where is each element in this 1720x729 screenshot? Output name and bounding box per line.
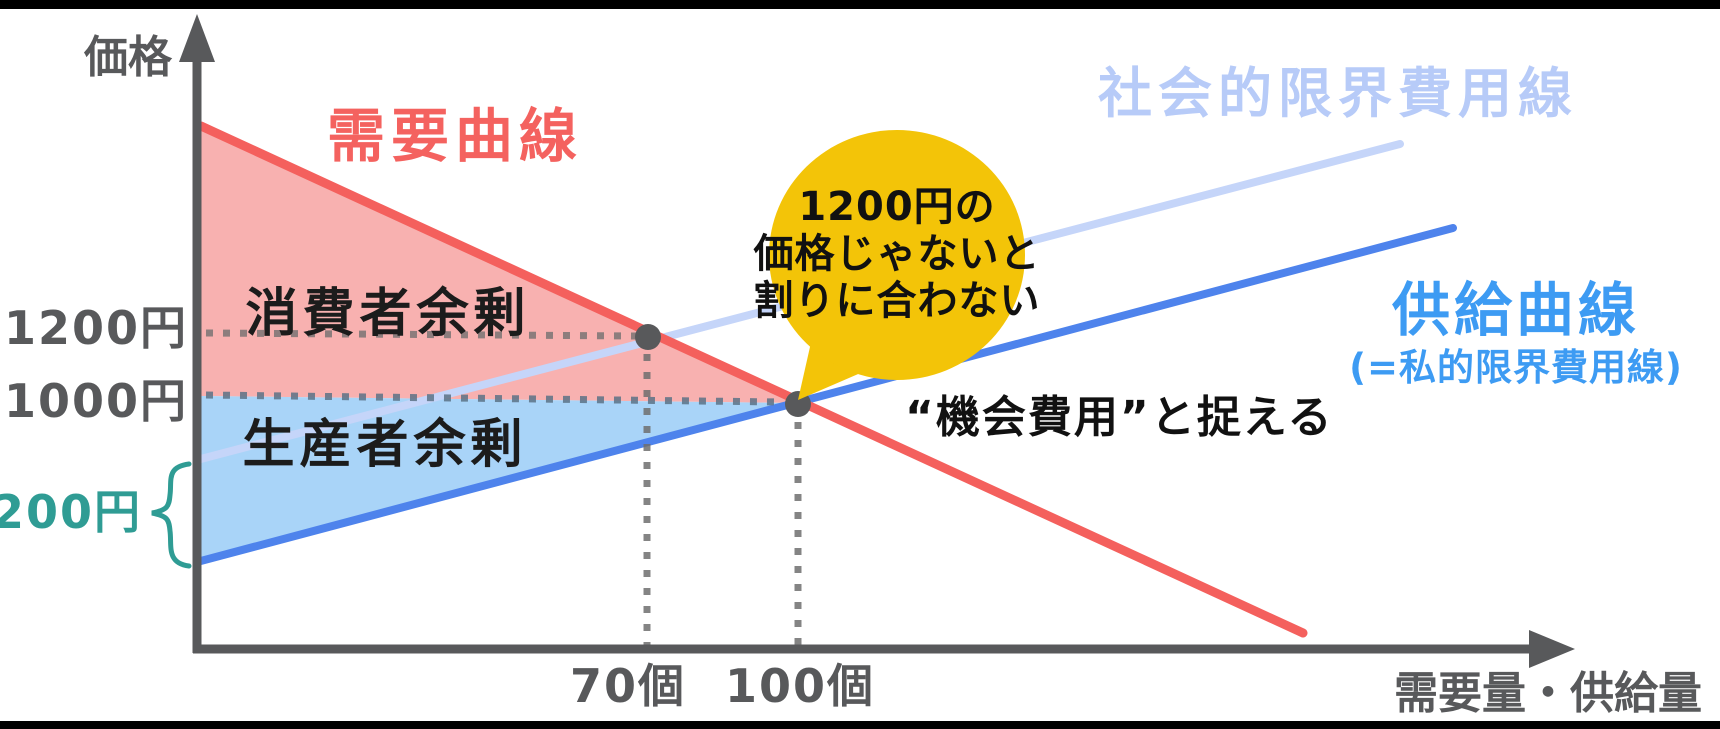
quantity-70-label: 70個 [570, 659, 686, 713]
speech-bubble-line-2: 価格じゃないと [753, 231, 1041, 277]
quantity-100-label: 100個 [725, 659, 875, 713]
top-letterbox-bar [0, 0, 1720, 9]
speech-bubble-line-1: 1200円の [798, 184, 995, 230]
price-1000-label: 1000円 [4, 374, 188, 428]
supply-curve-label: 供給曲線 [1391, 276, 1640, 344]
opportunity-cost-annotation: “機会費用”と捉える [905, 392, 1334, 443]
bottom-letterbox-bar [0, 721, 1720, 729]
x-axis-arrowhead-icon [1529, 630, 1575, 668]
producer-surplus-label: 生産者余剰 [242, 415, 527, 475]
dotted-line-price-1000 [205, 391, 783, 406]
demand-line [196, 121, 1308, 638]
intersection-dot-100-1000 [785, 391, 811, 417]
price-200-brace-icon [151, 461, 192, 569]
social-marginal-cost-label: 社会的限界費用線 [1098, 62, 1578, 125]
x-axis-label: 需要量・供給量 [1394, 668, 1702, 719]
supply-curve-sublabel: (=私的限界費用線) [1349, 346, 1683, 389]
consumer-surplus-label: 消費者余剰 [245, 284, 530, 344]
y-axis-label: 価格 [83, 32, 173, 83]
speech-bubble [769, 130, 1025, 380]
intersection-dot-70-1200 [635, 324, 661, 350]
demand-curve-label: 需要曲線 [327, 102, 583, 170]
speech-bubble-line-3: 割りに合わない [754, 278, 1041, 324]
price-1200-label: 1200円 [4, 301, 188, 355]
y-axis-arrowhead-icon [179, 14, 215, 62]
price-200-label: 200円 [0, 485, 142, 539]
dotted-line-price-1200 [205, 329, 639, 340]
supply-line [193, 224, 1457, 566]
